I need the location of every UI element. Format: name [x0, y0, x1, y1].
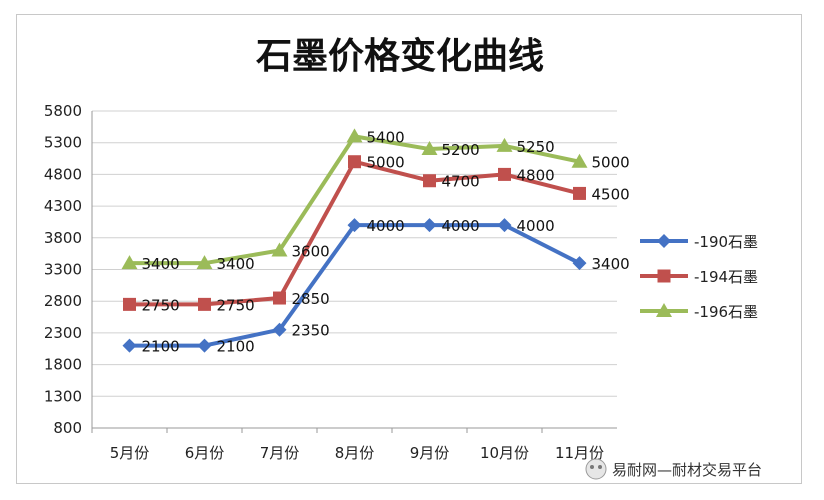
- legend-marker: [657, 269, 671, 283]
- data-point-1: [272, 322, 287, 337]
- x-tick-label: 6月份: [185, 444, 225, 462]
- data-label: 4500: [592, 185, 630, 203]
- y-tick-label: 4800: [44, 165, 82, 183]
- data-label: 4800: [517, 166, 555, 184]
- data-point-1: [572, 256, 587, 271]
- legend-label: -196石墨: [694, 303, 758, 321]
- data-point-3: [271, 242, 288, 257]
- data-label: 3400: [142, 255, 180, 273]
- data-label: 2750: [217, 296, 255, 314]
- x-tick-label: 8月份: [335, 444, 375, 462]
- axes: 800 1300 1800 2300 2800 3300 3800 4300 4800 5300 5…: [44, 102, 617, 462]
- wechat-icon-eye-left: [590, 465, 594, 469]
- y-tick-label: 1300: [44, 387, 82, 405]
- data-point-2: [123, 297, 136, 311]
- legend-marker: [657, 234, 671, 248]
- data-labels: 2100 2100 2350 4000 4000 4000 3400 2750 2750 2850…: [142, 128, 630, 355]
- data-label: 4700: [442, 173, 480, 191]
- data-label: 2850: [292, 290, 330, 308]
- data-label: 5400: [367, 128, 405, 146]
- chart-title: 石墨价格变化曲线: [256, 35, 544, 77]
- data-point-3: [121, 255, 138, 270]
- data-point-2: [348, 155, 361, 169]
- data-point-2: [273, 291, 286, 305]
- x-tick-label: 10月份: [480, 444, 529, 462]
- y-tick-label: 4300: [44, 197, 82, 215]
- data-point-2: [198, 297, 211, 311]
- legend: -190石墨 -194石墨 -196石墨: [640, 233, 758, 321]
- data-point-3: [496, 137, 513, 152]
- x-tick-label: 9月份: [410, 444, 450, 462]
- chart-frame: [16, 14, 802, 484]
- data-label: 4000: [517, 217, 555, 235]
- data-label: 3400: [217, 255, 255, 273]
- data-point-2: [423, 174, 436, 188]
- y-tick-label: 5300: [44, 134, 82, 152]
- data-point-1: [197, 338, 212, 353]
- data-label: 2350: [292, 322, 330, 340]
- data-point-1: [422, 218, 437, 233]
- data-label: 2750: [142, 296, 180, 314]
- series-line-1: [129, 223, 581, 348]
- data-label: 4000: [442, 217, 480, 235]
- wechat-icon-eye-right: [598, 465, 602, 469]
- watermark-text: 易耐网—耐材交易平台: [612, 461, 762, 479]
- data-point-1: [497, 218, 512, 233]
- data-label: 5000: [592, 154, 630, 172]
- data-label: 5250: [517, 138, 555, 156]
- y-tick-label: 2800: [44, 292, 82, 310]
- y-tick-label: 1800: [44, 356, 82, 374]
- wechat-icon: [585, 458, 607, 480]
- x-tick-label: 5月份: [110, 444, 150, 462]
- data-point-2: [498, 167, 511, 181]
- data-label: 2100: [142, 338, 180, 356]
- data-point-3: [196, 255, 213, 270]
- y-tick-label: 2300: [44, 324, 82, 342]
- data-label: 2100: [217, 338, 255, 356]
- data-label: 4000: [367, 217, 405, 235]
- data-point-3: [571, 153, 588, 168]
- data-point-1: [347, 218, 362, 233]
- y-tick-label: 3300: [44, 261, 82, 279]
- data-label: 3400: [592, 255, 630, 273]
- data-point-1: [122, 338, 137, 353]
- x-tick-label: 11月份: [555, 444, 604, 462]
- series-line-2: [129, 159, 580, 307]
- data-label: 5200: [442, 141, 480, 159]
- watermark: 易耐网—耐材交易平台: [585, 458, 762, 480]
- data-point-3: [421, 141, 438, 156]
- series-layer: [121, 128, 588, 353]
- data-label: 5000: [367, 154, 405, 172]
- data-label: 3600: [292, 242, 330, 260]
- y-tick-label: 5800: [44, 102, 82, 120]
- legend-label: -190石墨: [694, 233, 758, 251]
- legend-label: -194石墨: [694, 268, 758, 286]
- data-point-2: [573, 186, 586, 200]
- x-tick-label: 7月份: [260, 444, 300, 462]
- y-tick-label: 3800: [44, 229, 82, 247]
- y-tick-label: 800: [53, 419, 82, 437]
- legend-marker: [656, 303, 672, 317]
- data-point-3: [346, 128, 363, 143]
